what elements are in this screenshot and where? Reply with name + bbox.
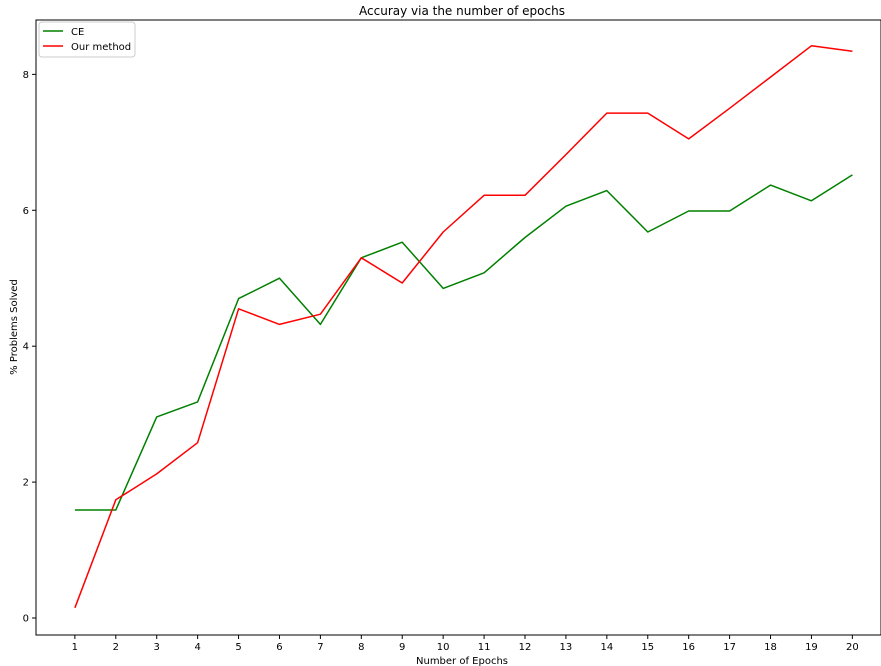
chart-title: Accuray via the number of epochs [359, 4, 565, 18]
series-lines [74, 45, 853, 609]
y-tick-label: 2 [23, 478, 29, 489]
x-tick-label: 2 [113, 642, 119, 653]
series-line-ce [74, 174, 853, 511]
x-tick-label: 11 [478, 642, 491, 653]
x-tick-label: 19 [805, 642, 818, 653]
y-tick-label: 8 [23, 70, 29, 81]
legend-label-ce: CE [71, 27, 84, 38]
x-tick-label: 3 [154, 642, 160, 653]
legend-label-our-method: Our method [71, 42, 131, 53]
x-tick-label: 4 [194, 642, 200, 653]
x-tick-label: 7 [317, 642, 323, 653]
x-tick-label: 12 [519, 642, 532, 653]
x-tick-label: 17 [723, 642, 736, 653]
x-tick-label: 6 [276, 642, 282, 653]
x-tick-label: 14 [600, 642, 613, 653]
x-tick-label: 1 [72, 642, 78, 653]
y-tick-label: 0 [23, 614, 29, 625]
legend: CE Our method [38, 21, 136, 58]
x-tick-label: 8 [358, 642, 364, 653]
y-tick-label: 4 [23, 342, 29, 353]
x-tick-label: 18 [764, 642, 777, 653]
x-tick-label: 20 [846, 642, 859, 653]
x-axis-label: Number of Epochs [416, 656, 508, 666]
x-tick-label: 16 [682, 642, 695, 653]
x-tick-label: 13 [560, 642, 573, 653]
x-axis: 1 2 3 4 5 6 7 8 9 10 11 12 13 14 15 16 17 18 19 20 [72, 635, 859, 653]
x-tick-label: 9 [399, 642, 405, 653]
plot-frame [35, 19, 881, 636]
series-line-our-method [74, 45, 853, 609]
y-axis-label: % Problems Solved [9, 279, 20, 375]
x-tick-label: 15 [641, 642, 654, 653]
y-axis: 0 2 4 6 8 [23, 70, 36, 625]
y-tick-label: 6 [23, 206, 29, 217]
x-tick-label: 5 [235, 642, 241, 653]
x-tick-label: 10 [437, 642, 450, 653]
